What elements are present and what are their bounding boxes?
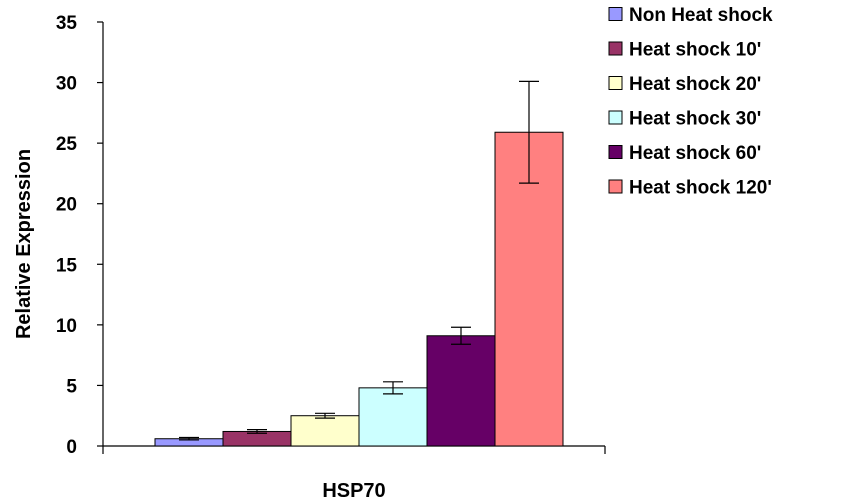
y-tick-label: 10 (56, 316, 77, 337)
legend-item: Heat shock 60' (608, 143, 761, 164)
legend-swatch (608, 41, 623, 56)
y-tick-label: 15 (56, 255, 78, 276)
x-axis-label: HSP70 (322, 480, 385, 502)
error-bar (179, 436, 199, 441)
legend-item: Non Heat shock (608, 5, 773, 26)
legend-label: Heat shock 10' (629, 40, 761, 61)
y-axis-label: Relative Expression (13, 149, 35, 339)
legend-item: Heat shock 30' (608, 109, 761, 130)
legend-swatch (608, 110, 623, 125)
legend-item: Heat shock 120' (608, 178, 772, 199)
legend-swatch (608, 179, 623, 194)
error-bar (451, 326, 471, 345)
legend-swatch (608, 7, 623, 21)
error-bar (519, 80, 539, 184)
y-ticks: 0 5 10 15 20 25 30 35 (56, 13, 103, 458)
x-ticks (102, 446, 606, 454)
bars (154, 131, 564, 447)
legend-item: Heat shock 20' (608, 74, 761, 95)
legend-label: Non Heat shock (629, 5, 773, 26)
bar (358, 387, 428, 447)
legend-swatch (608, 145, 623, 159)
bar (494, 131, 564, 447)
y-tick-label: 35 (56, 13, 78, 34)
legend-swatch (608, 76, 623, 90)
y-tick-label: 0 (66, 437, 77, 458)
legend-label: Heat shock 20' (629, 74, 761, 95)
bar (290, 415, 360, 447)
y-tick-label: 25 (56, 134, 78, 155)
legend-label: Heat shock 120' (629, 178, 772, 199)
bar (426, 335, 496, 447)
error-bar (383, 381, 403, 395)
legend: Non Heat shock Heat shock 10' Heat shock 2… (608, 5, 773, 199)
error-bar (247, 429, 267, 434)
error-bar (315, 412, 335, 419)
y-tick-label: 5 (66, 376, 77, 397)
legend-label: Heat shock 30' (629, 109, 761, 130)
y-tick-label: 20 (56, 195, 77, 216)
legend-item: Heat shock 10' (608, 40, 761, 61)
legend-label: Heat shock 60' (629, 143, 761, 164)
y-tick-label: 30 (56, 74, 77, 95)
error-bars (179, 80, 539, 441)
